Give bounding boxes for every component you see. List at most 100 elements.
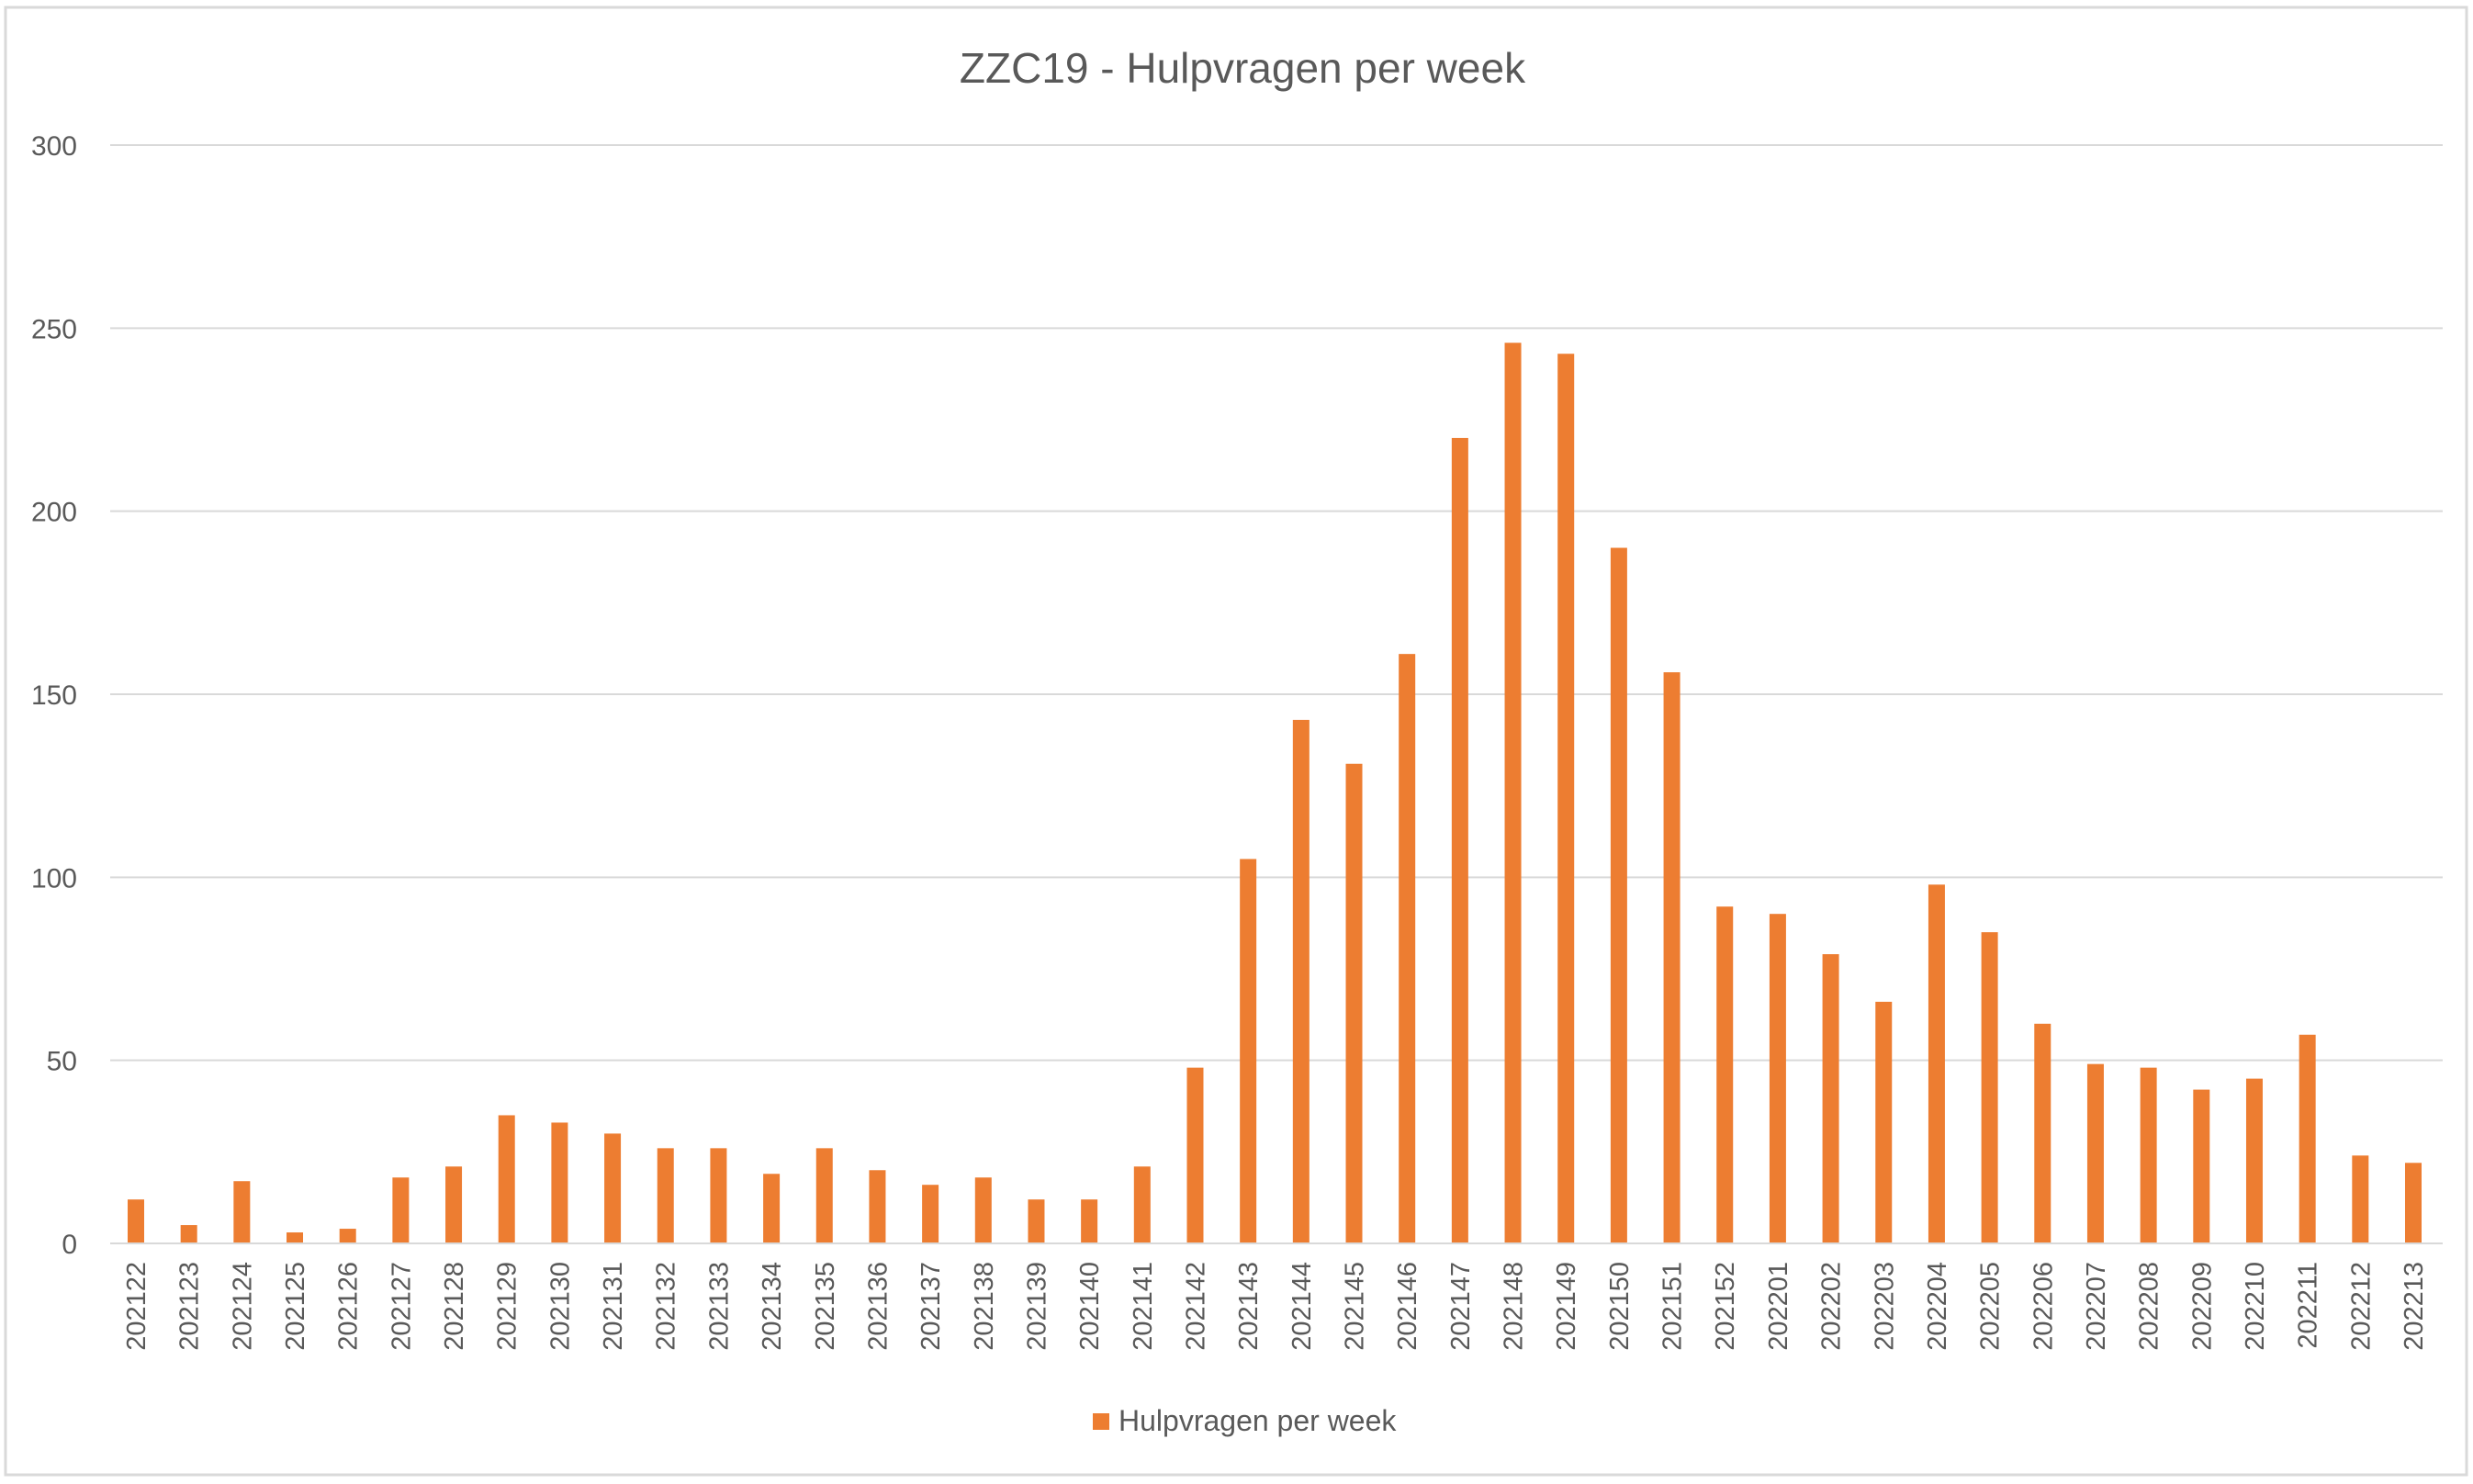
bar-202206[interactable] [2034, 1023, 2051, 1243]
x-tick-label: 202128 [440, 1262, 469, 1351]
x-tick-label: 202131 [599, 1262, 628, 1351]
x-axis-ticks: 202122 202123 202124 202125 202126 202127 2021… [122, 1262, 2429, 1351]
x-tick-label: 202205 [1976, 1262, 2006, 1351]
x-tick-label: 202208 [2135, 1262, 2164, 1351]
x-tick-label: 202147 [1446, 1262, 1476, 1351]
x-tick-label: 202133 [704, 1262, 734, 1351]
bar-202139[interactable] [1028, 1199, 1045, 1243]
bar-202127[interactable] [392, 1177, 410, 1243]
x-tick-label: 202139 [1022, 1262, 1051, 1351]
x-tick-label: 202152 [1711, 1262, 1740, 1351]
bar-202129[interactable] [498, 1115, 515, 1243]
bar-202140[interactable] [1081, 1199, 1098, 1243]
bar-202136[interactable] [869, 1170, 886, 1243]
bar-202131[interactable] [604, 1133, 622, 1243]
x-tick-label: 202122 [122, 1262, 152, 1351]
bar-202212[interactable] [2352, 1155, 2369, 1243]
bar-202133[interactable] [710, 1148, 727, 1243]
x-tick-label: 202202 [1817, 1262, 1847, 1351]
y-tick-label: 50 [47, 1047, 77, 1077]
y-tick-label: 200 [31, 498, 77, 528]
x-tick-label: 202210 [2241, 1262, 2270, 1351]
bar-202152[interactable] [1716, 906, 1734, 1243]
bar-202150[interactable] [1610, 547, 1627, 1243]
x-tick-label: 202138 [970, 1262, 999, 1351]
x-tick-label: 202137 [916, 1262, 946, 1351]
bar-202148[interactable] [1504, 343, 1522, 1243]
bar-202125[interactable] [287, 1232, 304, 1243]
legend[interactable]: Hulpvragen per week [1093, 1404, 1397, 1437]
bar-202213[interactable] [2405, 1163, 2422, 1243]
bar-202207[interactable] [2086, 1063, 2104, 1243]
bar-202205[interactable] [1981, 932, 1998, 1243]
x-tick-label: 202144 [1287, 1262, 1317, 1351]
bar-202208[interactable] [2140, 1067, 2157, 1243]
y-tick-label: 150 [31, 680, 77, 711]
x-tick-label: 202148 [1500, 1262, 1529, 1351]
bar-202147[interactable] [1451, 437, 1468, 1243]
legend-label-hulpvragen: Hulpvragen per week [1118, 1404, 1397, 1437]
bar-202210[interactable] [2245, 1078, 2263, 1243]
y-tick-label: 300 [31, 131, 77, 162]
bar-202143[interactable] [1240, 859, 1257, 1243]
bar-202201[interactable] [1769, 914, 1786, 1243]
bar-202151[interactable] [1663, 672, 1681, 1243]
x-tick-label: 202134 [758, 1262, 787, 1351]
gridlines [110, 144, 2443, 1062]
bar-202132[interactable] [657, 1148, 674, 1243]
x-tick-label: 202149 [1552, 1262, 1581, 1351]
x-tick-label: 202142 [1181, 1262, 1210, 1351]
chart-title: ZZC19 - Hulpvragen per week [960, 44, 1526, 92]
x-tick-label: 202209 [2187, 1262, 2217, 1351]
x-tick-label: 202143 [1234, 1262, 1264, 1351]
bar-202123[interactable] [180, 1225, 197, 1243]
x-tick-label: 202146 [1393, 1262, 1422, 1351]
x-tick-label: 202203 [1870, 1262, 1899, 1351]
x-tick-label: 202125 [281, 1262, 310, 1351]
x-tick-label: 202124 [228, 1262, 257, 1351]
bar-202202[interactable] [1822, 954, 1839, 1243]
x-tick-label: 202141 [1129, 1262, 1158, 1351]
x-tick-label: 202213 [2400, 1262, 2429, 1351]
x-tick-label: 202201 [1764, 1262, 1793, 1351]
bar-202141[interactable] [1133, 1166, 1151, 1243]
x-tick-label: 202151 [1658, 1262, 1688, 1351]
bar-202144[interactable] [1292, 719, 1310, 1243]
y-tick-label: 100 [31, 863, 77, 894]
bar-202203[interactable] [1875, 1001, 1893, 1243]
x-tick-label: 202150 [1605, 1262, 1635, 1351]
x-tick-label: 202207 [2082, 1262, 2111, 1351]
bar-202128[interactable] [445, 1166, 463, 1243]
bar-202146[interactable] [1399, 654, 1416, 1243]
x-tick-label: 202145 [1341, 1262, 1370, 1351]
x-tick-label: 202123 [175, 1262, 205, 1351]
bar-202135[interactable] [815, 1148, 833, 1243]
bar-202204[interactable] [1928, 884, 1945, 1243]
chart-area-border [4, 6, 2468, 1477]
bar-202134[interactable] [763, 1174, 781, 1243]
x-tick-label: 202129 [493, 1262, 523, 1351]
legend-swatch [1093, 1413, 1109, 1430]
x-tick-label: 202204 [1923, 1262, 1952, 1351]
bar-202209[interactable] [2193, 1089, 2210, 1243]
y-axis-ticks: 0 50 100 150 200 250 300 [31, 131, 77, 1260]
x-tick-label: 202211 [2294, 1262, 2323, 1349]
x-tick-label: 202140 [1075, 1262, 1105, 1351]
bar-202138[interactable] [974, 1177, 992, 1243]
bar-202122[interactable] [128, 1199, 144, 1243]
bar-202142[interactable] [1186, 1067, 1204, 1243]
bar-202149[interactable] [1557, 354, 1575, 1243]
x-tick-label: 202130 [545, 1262, 575, 1351]
bar-202145[interactable] [1345, 763, 1363, 1243]
x-tick-label: 202126 [334, 1262, 364, 1351]
bar-202124[interactable] [233, 1181, 251, 1243]
bar-202137[interactable] [922, 1185, 939, 1243]
bar-202130[interactable] [551, 1122, 568, 1243]
bar-202211[interactable] [2299, 1034, 2316, 1243]
x-tick-label: 202132 [652, 1262, 681, 1351]
x-tick-label: 202127 [387, 1262, 416, 1351]
bar-series [128, 343, 2422, 1243]
bar-202126[interactable] [339, 1229, 356, 1243]
x-tick-label: 202135 [811, 1262, 840, 1351]
